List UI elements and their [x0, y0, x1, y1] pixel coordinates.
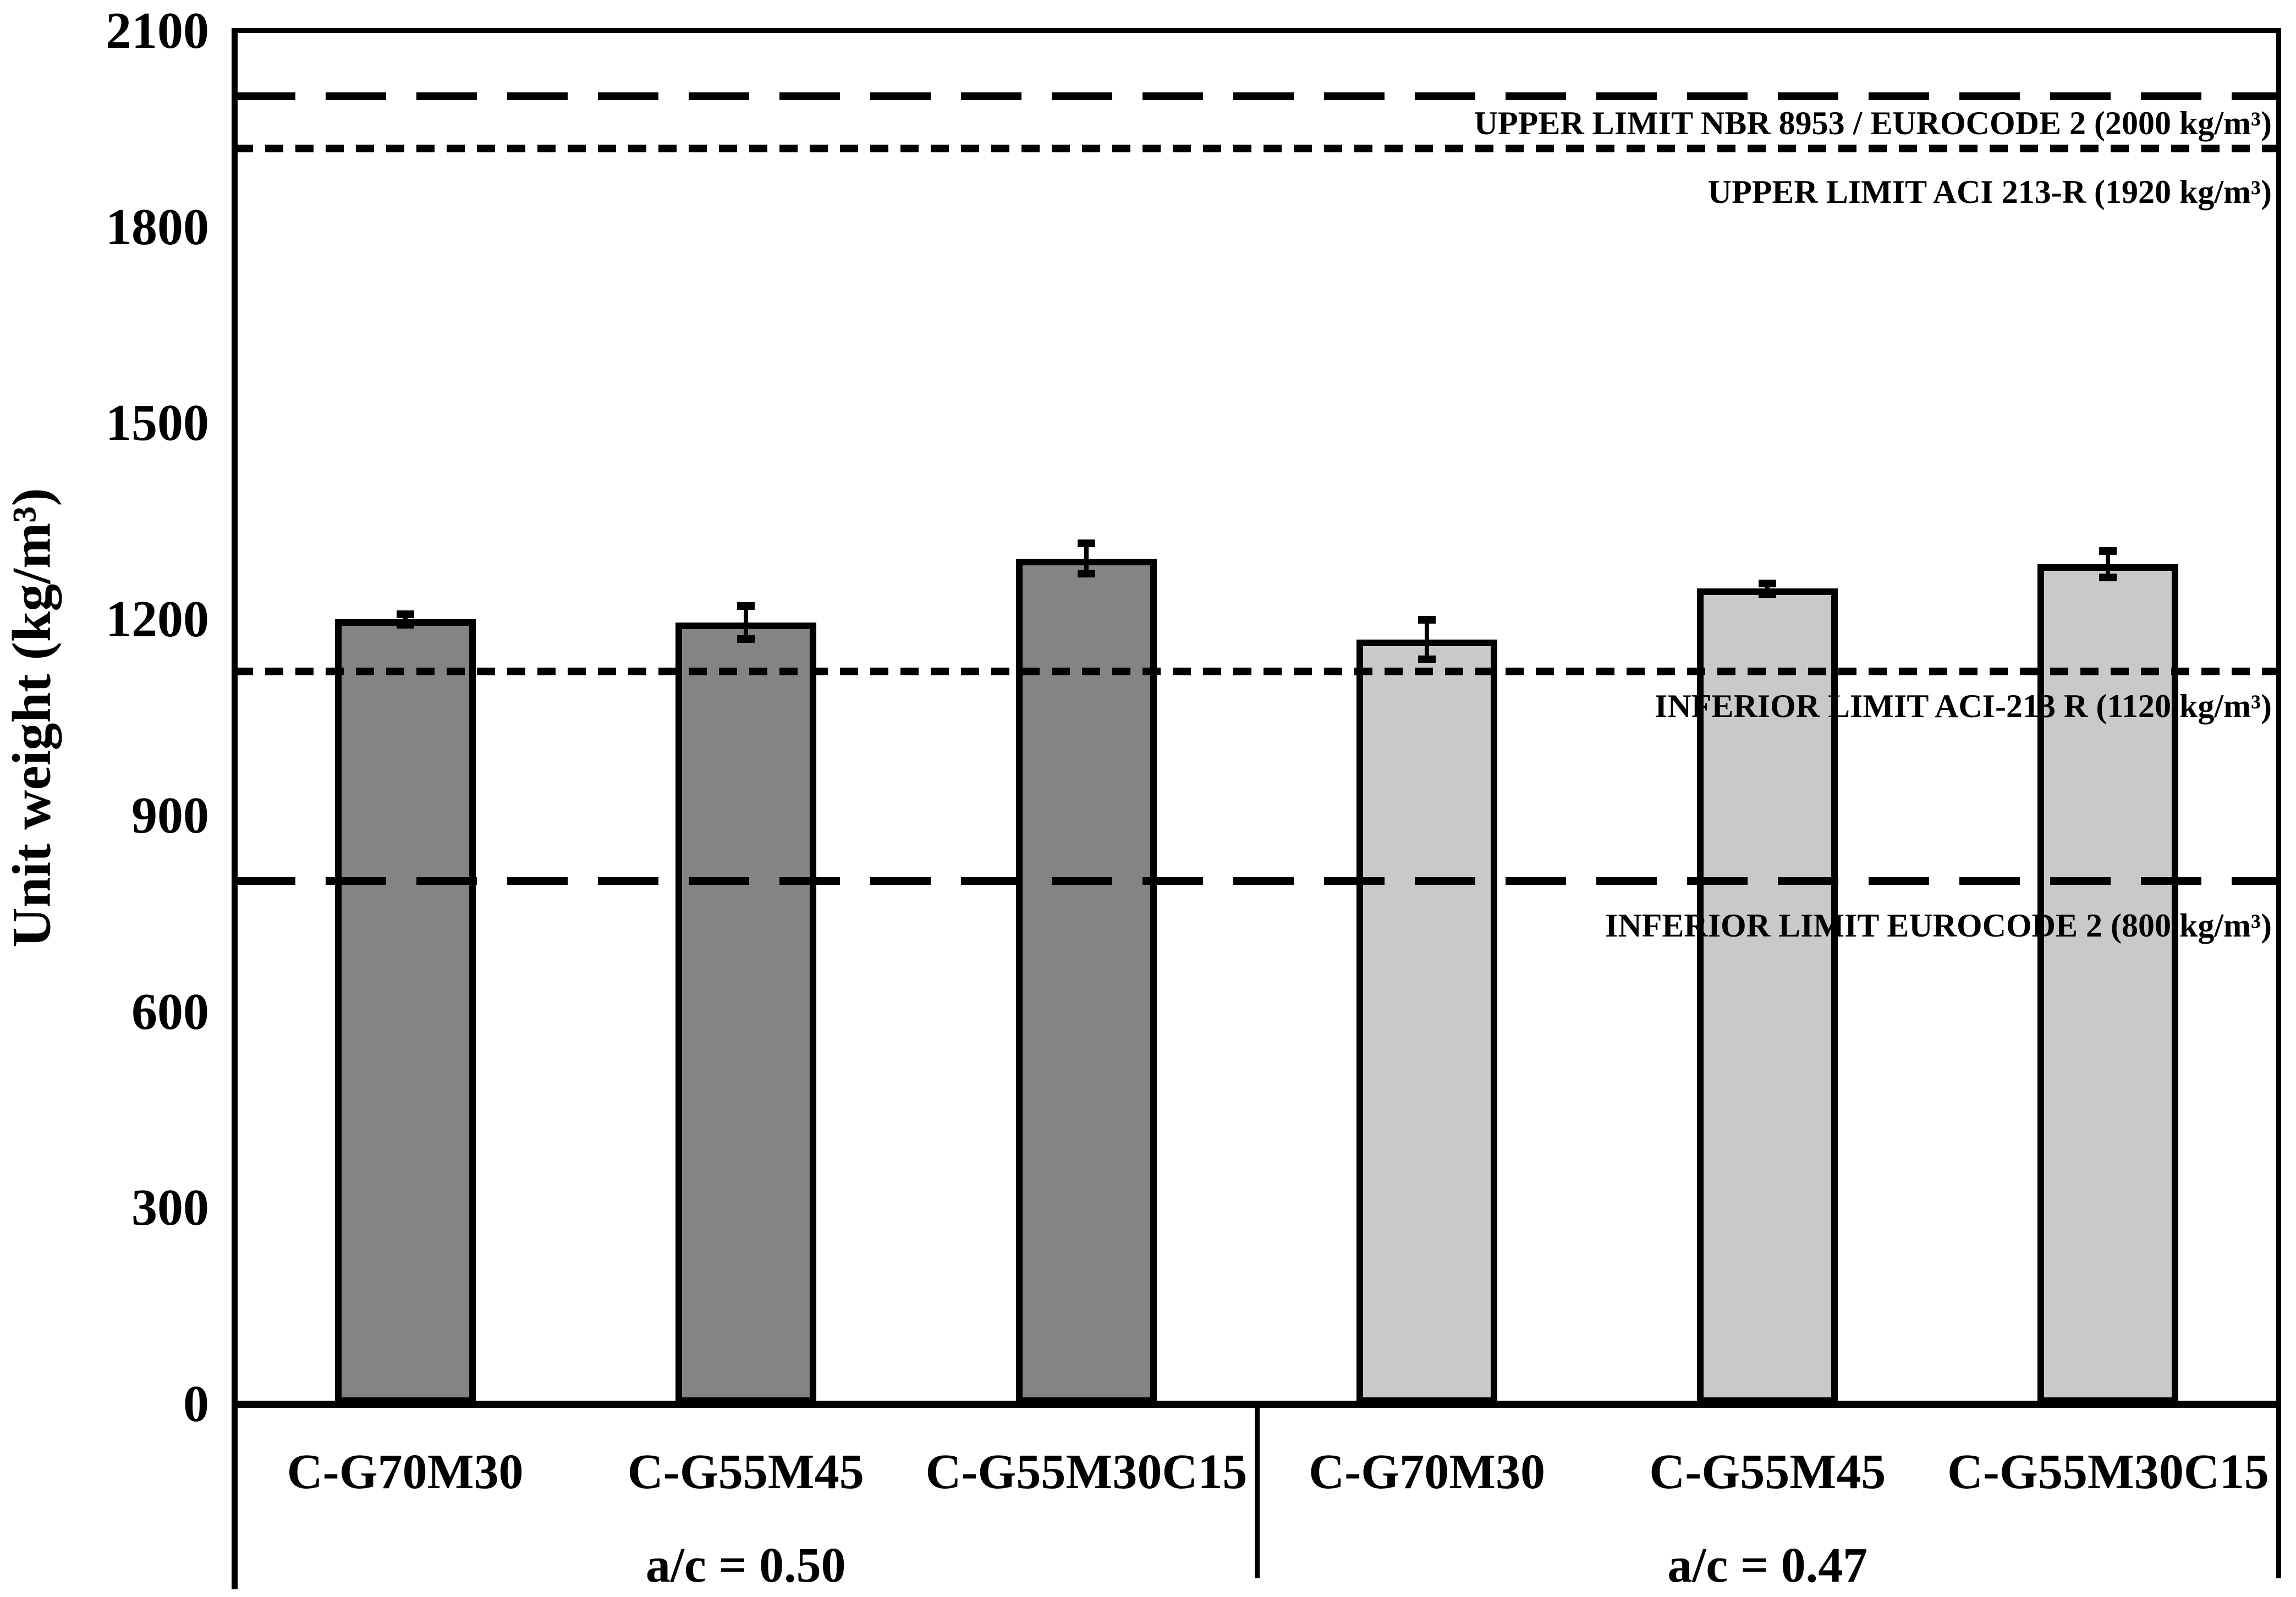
- error-bar-cap-top: [2099, 547, 2117, 555]
- error-bar-cap-bottom: [2099, 574, 2117, 582]
- error-bar-stem: [1765, 583, 1770, 594]
- limit-line-label: INFERIOR LIMIT EUROCODE 2 (800 kg/m³): [1605, 907, 2272, 944]
- plot-top-border: [232, 28, 2281, 33]
- category-label: C-G55M30C15: [1947, 1445, 2269, 1499]
- y-tick-label: 0: [183, 1375, 209, 1433]
- limit-line-1920: [235, 145, 2278, 153]
- limit-line-800: [235, 877, 2278, 885]
- y-tick-label: 900: [131, 786, 209, 844]
- error-bar-cap-bottom: [1418, 655, 1436, 663]
- error-bar-cap-top: [396, 610, 414, 618]
- bar-0.47-C-G70M30: [1356, 640, 1498, 1404]
- bar-0.50-C-G55M45: [675, 623, 816, 1404]
- error-bar-stem: [2106, 551, 2111, 578]
- y-tick-label: 300: [131, 1179, 209, 1237]
- error-bar-cap-bottom: [1077, 569, 1095, 577]
- y-tick-label: 1500: [106, 394, 209, 452]
- category-label: C-G55M30C15: [925, 1445, 1248, 1499]
- error-bar-cap-top: [1759, 579, 1777, 587]
- y-tick-label: 1800: [106, 198, 209, 256]
- plot-right-border: [2276, 28, 2281, 1578]
- limit-line-2000: [235, 92, 2278, 100]
- error-bar-stem: [743, 606, 748, 639]
- group-separator: [1254, 1404, 1260, 1578]
- y-tick-label: 1200: [106, 591, 209, 648]
- limit-line-label: INFERIOR LIMIT ACI-213 R (1120 kg/m³): [1655, 688, 2272, 725]
- y-axis-line: [232, 28, 238, 1589]
- bar-0.47-C-G55M30C15: [2037, 564, 2179, 1404]
- bar-0.50-C-G55M30C15: [1015, 558, 1157, 1404]
- category-label: C-G70M30: [1309, 1445, 1546, 1499]
- error-bar-stem: [1084, 543, 1089, 574]
- bar-0.47-C-G55M45: [1697, 588, 1838, 1404]
- limit-line-1120: [235, 668, 2278, 676]
- y-tick-label: 600: [131, 983, 209, 1040]
- limit-line-label: UPPER LIMIT ACI 213-R (1920 kg/m³): [1707, 174, 2272, 211]
- category-label: C-G70M30: [287, 1445, 524, 1499]
- error-bar-stem: [1425, 620, 1430, 659]
- error-bar-stem: [403, 614, 408, 625]
- error-bar-cap-bottom: [737, 635, 755, 643]
- error-bar-cap-bottom: [1759, 590, 1777, 598]
- category-label: C-G55M45: [627, 1445, 864, 1499]
- error-bar-cap-top: [737, 602, 755, 610]
- category-label: C-G55M45: [1649, 1445, 1886, 1499]
- error-bar-cap-bottom: [396, 620, 414, 629]
- error-bar-cap-top: [1418, 616, 1436, 624]
- y-tick-label: 2100: [106, 2, 209, 59]
- group-label: a/c = 0.50: [645, 1538, 846, 1593]
- limit-line-label: UPPER LIMIT NBR 8953 / EUROCODE 2 (2000 …: [1474, 104, 2272, 141]
- bar-0.50-C-G70M30: [334, 619, 476, 1404]
- error-bar-cap-top: [1077, 539, 1095, 548]
- group-label: a/c = 0.47: [1667, 1538, 1868, 1593]
